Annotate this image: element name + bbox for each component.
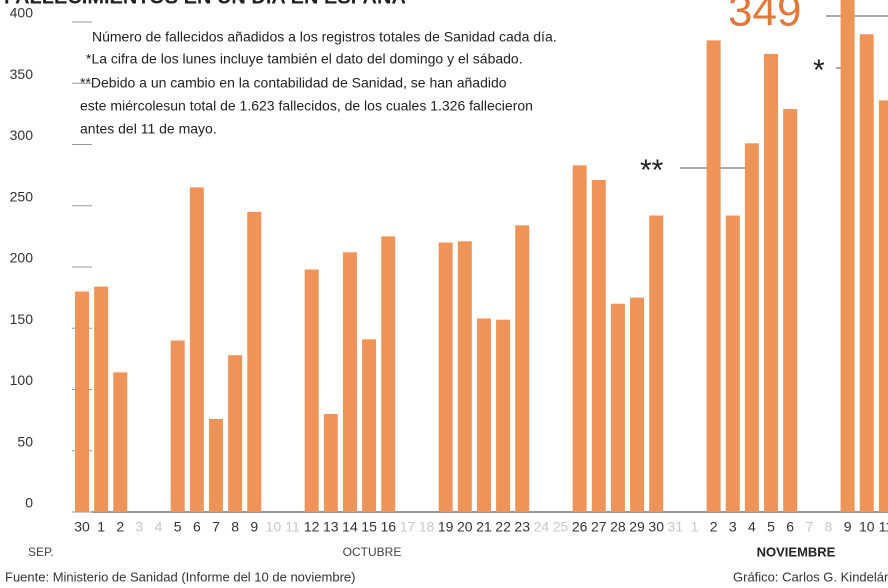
bar [438, 242, 453, 512]
x-tick-label: 1 [691, 519, 699, 535]
bar [476, 318, 491, 512]
annotation: * [813, 54, 825, 87]
bar [744, 143, 759, 512]
x-tick-label: 25 [553, 519, 569, 535]
bar [840, 0, 855, 512]
y-tick-label: 250 [10, 188, 34, 204]
bar [94, 286, 109, 512]
bar [859, 34, 874, 512]
bar [247, 211, 262, 512]
x-tick-label: 18 [419, 519, 435, 535]
x-tick-label: 22 [495, 519, 511, 535]
x-tick-label: 8 [231, 519, 239, 535]
x-tick-label: 6 [786, 519, 794, 535]
x-tick-label: 1 [97, 519, 105, 535]
bar [457, 241, 472, 512]
x-tick-label: 30 [74, 519, 90, 535]
x-tick-label: 7 [212, 519, 220, 535]
x-tick-label: 16 [380, 519, 396, 535]
month-label: SEP. [28, 545, 54, 559]
note: antes del 11 de mayo. [80, 121, 217, 137]
y-tick-label: 400 [10, 5, 34, 21]
bar [170, 340, 185, 512]
month-label: OCTUBRE [343, 545, 402, 559]
note: **Debido a un cambio en la contabilidad … [80, 75, 507, 91]
chart-title: FALLECIMIENTOS EN UN DÍA EN ESPAÑA [4, 0, 406, 8]
x-tick-label: 5 [767, 519, 775, 535]
y-tick-label: 300 [10, 127, 34, 143]
bar [342, 252, 357, 513]
x-tick-label: 10 [266, 519, 282, 535]
note: Número de fallecidos añadidos a los regi… [92, 29, 557, 45]
bar [649, 215, 664, 513]
x-tick-label: 21 [476, 519, 492, 535]
x-tick-label: 14 [342, 519, 358, 535]
x-tick-label: 19 [438, 519, 454, 535]
y-tick-label: 0 [25, 495, 33, 511]
x-tick-label: 17 [400, 519, 416, 535]
bar [228, 355, 243, 512]
bar [189, 187, 204, 512]
bar [706, 40, 721, 512]
x-tick-label: 7 [805, 519, 813, 535]
bar [610, 303, 625, 512]
credit: Gráfico: Carlos G. Kindelán [733, 569, 888, 584]
x-tick-label: 10 [859, 519, 875, 535]
x-tick-label: 23 [514, 519, 530, 535]
bar [75, 291, 89, 512]
x-tick-label: 20 [457, 519, 473, 535]
x-tick-label: 29 [629, 519, 645, 535]
x-tick-label: 24 [534, 519, 550, 535]
y-tick-label: 200 [10, 250, 34, 266]
bar [362, 339, 377, 512]
bar [725, 215, 740, 513]
x-tick-label: 3 [136, 519, 144, 535]
bar [630, 297, 645, 512]
x-tick-label: 28 [610, 519, 626, 535]
note: este miércolesun total de 1.623 fallecid… [80, 98, 533, 114]
bar [764, 53, 779, 512]
x-tick-label: 4 [155, 519, 163, 535]
bar [113, 372, 128, 512]
annotation: ** [640, 154, 664, 187]
x-tick-label: 2 [116, 519, 124, 535]
x-tick-label: 8 [825, 519, 833, 535]
x-tick-label: 4 [748, 519, 756, 535]
x-tick-label: 11 [285, 519, 300, 535]
bar [304, 269, 319, 512]
y-tick-label: 100 [10, 372, 34, 388]
month-label: NOVIEMBRE [757, 544, 836, 559]
bar [878, 100, 888, 513]
x-tick-label: 15 [361, 519, 377, 535]
y-tick-label: 150 [10, 311, 34, 327]
bar [783, 108, 798, 512]
x-tick-label: 13 [323, 519, 339, 535]
x-tick-label: 5 [174, 519, 182, 535]
x-tick-label: 12 [304, 519, 320, 535]
x-tick-label: 31 [668, 519, 684, 535]
y-tick-label: 350 [10, 66, 34, 82]
x-tick-label: 9 [250, 519, 258, 535]
y-tick-label: 50 [17, 433, 33, 449]
note: *La cifra de los lunes incluye también e… [86, 51, 523, 67]
x-tick-label: 11 [879, 519, 888, 535]
x-tick-label: 2 [710, 519, 718, 535]
x-tick-label: 6 [193, 519, 201, 535]
bar [323, 414, 338, 512]
bar [591, 180, 606, 512]
bar [381, 236, 396, 512]
bar [496, 319, 511, 512]
bar [515, 225, 530, 512]
x-tick-label: 30 [648, 519, 664, 535]
x-tick-label: 27 [591, 519, 607, 535]
x-tick-label: 3 [729, 519, 737, 535]
annotation: 349 [728, 0, 801, 36]
bar [572, 165, 587, 512]
source: Fuente: Ministerio de Sanidad (Informe d… [5, 569, 355, 584]
x-tick-label: 9 [844, 519, 852, 535]
x-tick-label: 26 [572, 519, 588, 535]
bar [208, 418, 223, 512]
